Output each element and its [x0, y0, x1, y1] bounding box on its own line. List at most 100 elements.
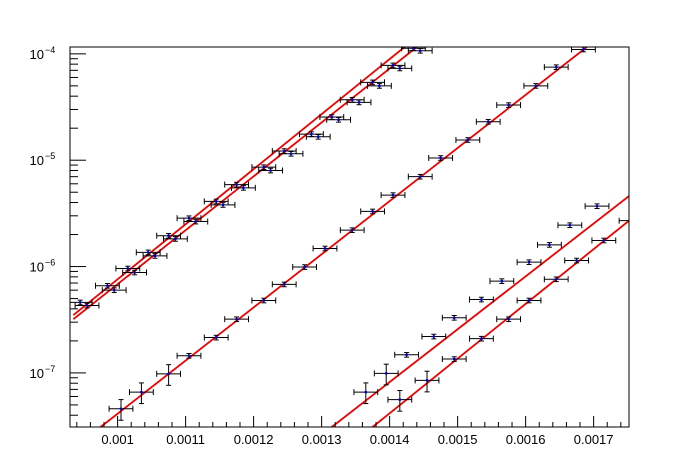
marker	[554, 277, 558, 281]
marker	[378, 84, 381, 88]
data-point	[129, 382, 154, 405]
data-point	[557, 222, 583, 229]
data-point	[353, 382, 379, 405]
marker	[439, 156, 443, 160]
marker	[452, 357, 456, 361]
marker	[194, 220, 198, 223]
data-point	[469, 296, 494, 303]
marker	[235, 183, 239, 186]
y-tick-base: 10	[30, 366, 44, 381]
marker	[384, 371, 388, 375]
marker	[106, 284, 109, 288]
marker	[330, 115, 334, 119]
data-point	[523, 82, 549, 89]
data-point	[101, 287, 127, 294]
marker	[568, 223, 572, 227]
y-axis: 10−710−610−510−4	[30, 45, 86, 416]
data-point	[70, 299, 93, 306]
data-point	[407, 173, 433, 180]
data-point	[251, 297, 277, 304]
data-point	[441, 314, 467, 321]
data-point	[122, 269, 148, 276]
marker	[310, 132, 313, 136]
data-point	[496, 316, 522, 323]
marker	[133, 271, 137, 274]
data-point	[142, 252, 168, 259]
marker	[235, 317, 239, 321]
marker	[554, 65, 558, 69]
data-point	[387, 390, 413, 412]
y-tick-base: 10	[30, 260, 44, 275]
data-point	[584, 203, 610, 210]
marker	[548, 243, 551, 247]
marker	[480, 298, 483, 301]
data-point	[258, 167, 284, 174]
x-tick-label: 0.0014	[370, 432, 410, 447]
marker	[602, 239, 606, 242]
data-point	[203, 198, 229, 205]
y-tick-base: 10	[30, 47, 44, 62]
marker	[119, 407, 123, 411]
marker	[432, 335, 436, 338]
marker	[357, 100, 361, 104]
marker	[480, 337, 483, 341]
data-point	[489, 278, 515, 285]
data-point	[373, 363, 399, 386]
marker	[221, 203, 225, 207]
data-point	[455, 136, 481, 143]
y-tick-exponent: −5	[45, 151, 55, 161]
fit-line-5	[372, 219, 629, 427]
marker	[595, 204, 599, 208]
data-point	[360, 208, 386, 215]
marker	[174, 237, 177, 241]
marker	[405, 353, 409, 357]
marker	[350, 98, 354, 102]
data-point	[183, 218, 209, 225]
y-tick-exponent: −6	[45, 258, 55, 268]
data-point	[224, 316, 250, 323]
data-point	[346, 99, 372, 106]
data-point	[516, 259, 542, 266]
data-point	[95, 282, 120, 289]
marker	[242, 186, 245, 190]
data-point	[380, 192, 406, 199]
data-point	[537, 241, 562, 248]
marker	[507, 317, 511, 321]
marker	[262, 165, 266, 169]
marker	[140, 390, 143, 394]
marker	[167, 372, 171, 376]
y-tick-label: 10	[30, 366, 44, 381]
marker	[187, 216, 191, 220]
data-point	[210, 201, 236, 208]
data-point	[469, 335, 494, 342]
marker	[371, 210, 375, 213]
data-point	[339, 227, 365, 234]
y-tick-exponent: −4	[45, 45, 55, 55]
marker	[282, 149, 286, 153]
x-tick-label: 0.0011	[166, 432, 205, 447]
y-tick-base: 10	[30, 153, 44, 168]
marker	[214, 199, 218, 203]
marker	[486, 120, 490, 124]
x-tick-label: 0.0013	[302, 432, 342, 447]
data-point	[387, 65, 413, 72]
marker	[534, 84, 538, 88]
x-axis: 0.001 0.0011 0.0012 0.0013 0.0014 0.0015 0.001…	[76, 416, 622, 447]
marker	[337, 118, 341, 122]
x-tick-label: 0.0017	[574, 432, 614, 447]
marker	[425, 379, 429, 382]
data-point	[115, 265, 141, 272]
marker	[391, 193, 395, 197]
marker	[303, 265, 307, 269]
marker	[418, 49, 422, 53]
x-tick-label: 0.001	[101, 432, 134, 447]
data-points	[70, 47, 629, 421]
data-point	[176, 352, 202, 359]
data-point	[156, 232, 182, 239]
data-point	[564, 257, 590, 264]
fit-line-2	[72, 47, 418, 320]
data-point	[163, 235, 188, 242]
data-point	[224, 181, 250, 188]
data-point	[394, 351, 420, 358]
marker	[85, 304, 89, 307]
